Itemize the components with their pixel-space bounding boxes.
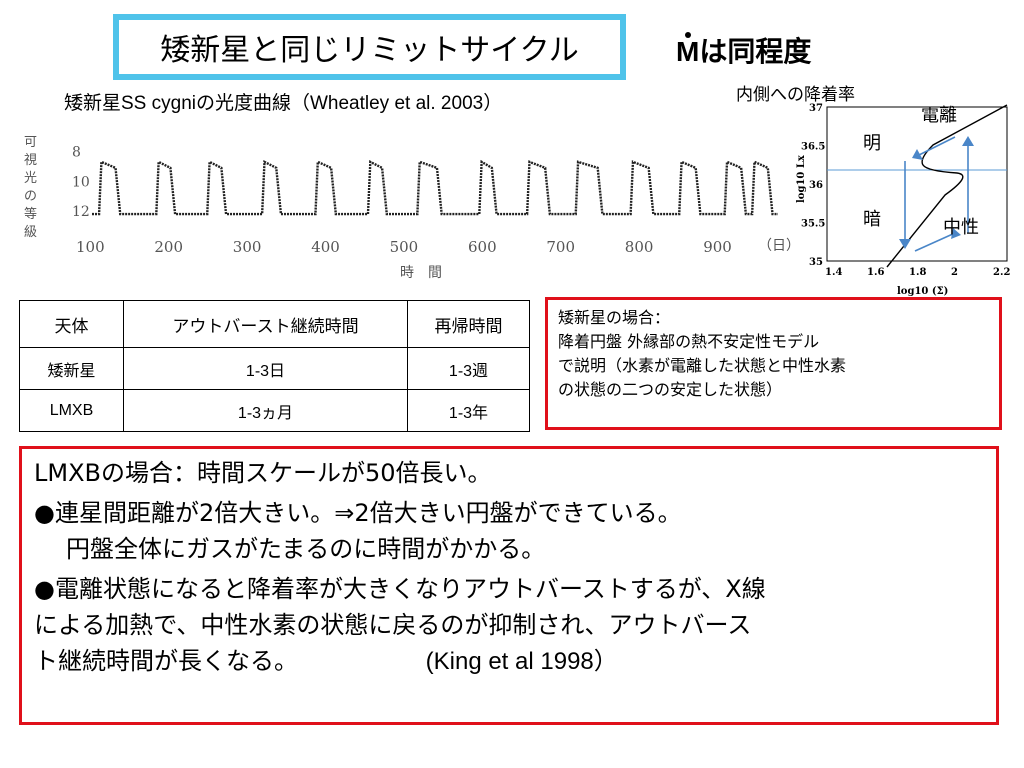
lightcurve-ytick-label: 10 — [72, 174, 90, 190]
dwarf-nova-explanation-box: 矮新星の場合： 降着円盤 外縁部の熱不安定性モデル で説明（水素が電離した状態と… — [545, 297, 1002, 430]
scurve-ylabel: log10 Lx — [796, 154, 807, 203]
lmxb-bullet-1: ●連星間距離が2倍大きい。⇒2倍大きい円盤ができている。 — [34, 499, 682, 527]
scurve-arrowhead-up — [962, 136, 974, 146]
scurve-cycle-arrow-left — [918, 136, 956, 156]
lightcurve-ylabel-char: 級 — [24, 225, 37, 240]
scurve-arrowhead-left — [912, 149, 923, 160]
scurve-label-dark: 暗 — [863, 209, 881, 230]
scurve-cycle-arrow-right — [914, 232, 956, 252]
table-header-recurrence: 再帰時間 — [407, 300, 530, 348]
lightcurve-xtick-label: 300 — [233, 238, 262, 256]
lightcurve-xtick-label: 100 — [76, 238, 105, 256]
lightcurve-xtick-label: 700 — [546, 238, 575, 256]
mdot-symbol: M — [676, 32, 700, 67]
lightcurve-ytick-label: 12 — [72, 204, 90, 220]
lightcurve-xtick-label: 600 — [468, 238, 497, 256]
scurve-ytick-label: 35.5 — [801, 219, 825, 230]
lightcurve-xlabel: 時 間 — [400, 265, 442, 281]
lightcurve-caption: 矮新星SS cygniの光度曲線（Wheatley et al. 2003） — [64, 93, 503, 114]
scurve-xtick-label: 1.6 — [867, 267, 884, 278]
lmxb-bullet-1-continued: 円盤全体にガスがたまるのに時間がかかる。 — [66, 535, 546, 563]
lightcurve-xtick-label: 200 — [154, 238, 183, 256]
scurve-xtick-label: 1.8 — [909, 267, 926, 278]
table-cell: 1-3ヵ月 — [123, 389, 408, 432]
scurve-xtick-label: 2.2 — [993, 267, 1010, 278]
table-header-duration: アウトバースト継続時間 — [123, 300, 408, 348]
lightcurve-ytick-label: 8 — [72, 144, 81, 160]
scurve-label-bright: 明 — [863, 133, 881, 154]
dwarf-box-line: の状態の二つの安定した状態） — [558, 380, 783, 399]
table-header-row: 天体 アウトバースト継続時間 再帰時間 — [19, 300, 530, 348]
lightcurve-xunit: （日） — [758, 238, 800, 254]
scurve-figure: 37 36.5 36 35.5 35 1.4 1.6 1.8 2 2.2 log10 Lx lo… — [796, 103, 1010, 297]
lightcurve-ylabel-char: 可 — [24, 135, 37, 150]
lightcurve-xtick-label: 800 — [625, 238, 654, 256]
accretion-rate-label: 内側への降着率 — [736, 85, 855, 105]
lightcurve-ylabel-char: の — [24, 189, 37, 204]
lmxb-bullet-2: ●電離状態になると降着率が大きくなりアウトバーストするが、X線 — [34, 575, 766, 603]
table-row: LMXB 1-3ヵ月 1-3年 — [19, 389, 530, 432]
lightcurve-xtick-label: 400 — [311, 238, 340, 256]
lmxb-heading: LMXBの場合：時間スケールが50倍長い。 — [34, 459, 492, 487]
table-cell: 1-3日 — [123, 347, 408, 390]
scurve-xlabel: log10 (Σ) — [897, 286, 948, 297]
scurve-xtick-label: 1.4 — [825, 267, 842, 278]
mdot-suffix: は同程度 — [699, 36, 812, 67]
lightcurve-xtick-label: 900 — [703, 238, 732, 256]
scurve-yticks: 37 36.5 36 35.5 35 — [801, 103, 825, 268]
dwarf-box-line: 降着円盤 外縁部の熱不安定性モデル — [558, 332, 820, 351]
lmxb-bullet-2-continued-2-text: ト継続時間が長くなる。 — [34, 647, 298, 675]
scurve-label-neutral: 中性 — [943, 217, 979, 238]
lmxb-citation: (King et al 1998） — [425, 648, 618, 675]
mdot-heading: Mは同程度 — [676, 30, 811, 70]
lightcurve-xticks: 100 200 300 400 500 600 700 800 900 — [76, 238, 732, 256]
scurve-ytick-label: 37 — [809, 103, 823, 114]
dwarf-box-line: 矮新星の場合： — [558, 308, 671, 327]
table-row: 矮新星 1-3日 1-3週 — [19, 347, 530, 390]
comparison-table: 天体 アウトバースト継続時間 再帰時間 矮新星 1-3日 1-3週 LMXB 1… — [19, 300, 530, 432]
lightcurve-ylabel-char: 光 — [24, 171, 37, 186]
lmxb-bullet-2-continued-1: による加熱で、中性水素の状態に戻るのが抑制され、アウトバース — [34, 611, 752, 639]
dwarf-box-line: で説明（水素が電離した状態と中性水素 — [558, 356, 847, 375]
lmxb-explanation-box: LMXBの場合：時間スケールが50倍長い。 ●連星間距離が2倍大きい。⇒2倍大き… — [19, 446, 999, 725]
lightcurve-xtick-label: 500 — [390, 238, 419, 256]
table-cell: LMXB — [19, 389, 124, 432]
scurve-label-ionized: 電離 — [921, 105, 957, 126]
lmxb-bullet-2-continued-2: ト継続時間が長くなる。 (King et al 1998） — [34, 643, 984, 680]
table-cell: 1-3週 — [407, 347, 530, 390]
scurve-ytick-label: 36.5 — [801, 142, 825, 153]
scurve-xticks: 1.4 1.6 1.8 2 2.2 — [825, 267, 1010, 278]
scurve-ytick-label: 35 — [809, 257, 823, 268]
lightcurve-ylabel-char: 等 — [24, 206, 37, 222]
table-cell: 1-3年 — [407, 389, 530, 432]
scurve-arrowhead-down — [899, 239, 911, 249]
scurve-frame — [826, 106, 1008, 262]
scurve-xtick-label: 2 — [951, 267, 958, 278]
scurve-s-curve — [886, 104, 1008, 268]
scurve-arrowhead-right — [951, 228, 961, 239]
lightcurve-ylabel-char: 視 — [24, 153, 37, 168]
slide-title-text: 矮新星と同じリミットサイクル — [160, 33, 579, 68]
lightcurve-trace — [92, 159, 778, 216]
slide-title: 矮新星と同じリミットサイクル — [113, 14, 626, 80]
table-cell: 矮新星 — [19, 347, 124, 390]
lightcurve-yticks: 8 10 12 — [72, 144, 90, 220]
scurve-ytick-label: 36 — [809, 180, 823, 191]
table-header-object: 天体 — [19, 300, 124, 348]
